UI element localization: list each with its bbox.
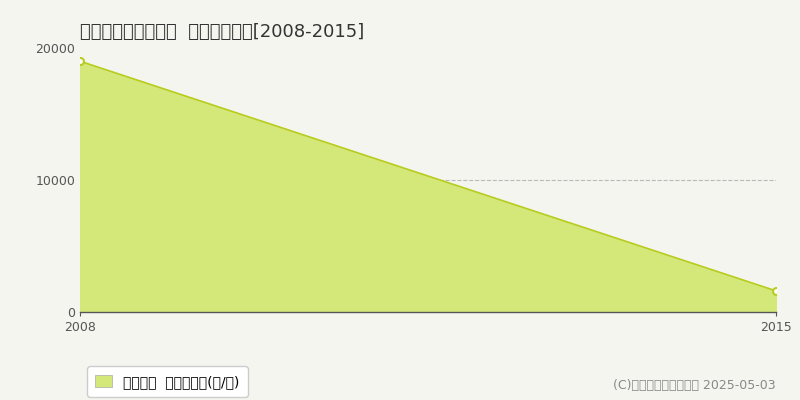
Text: (C)土地価格ドットコム 2025-05-03: (C)土地価格ドットコム 2025-05-03 [614,379,776,392]
Legend: 林地価格  平均坪単価(円/坪): 林地価格 平均坪単価(円/坪) [87,366,248,397]
Text: 度会郡南伊勢町船越  林地価格推移[2008-2015]: 度会郡南伊勢町船越 林地価格推移[2008-2015] [80,23,364,41]
